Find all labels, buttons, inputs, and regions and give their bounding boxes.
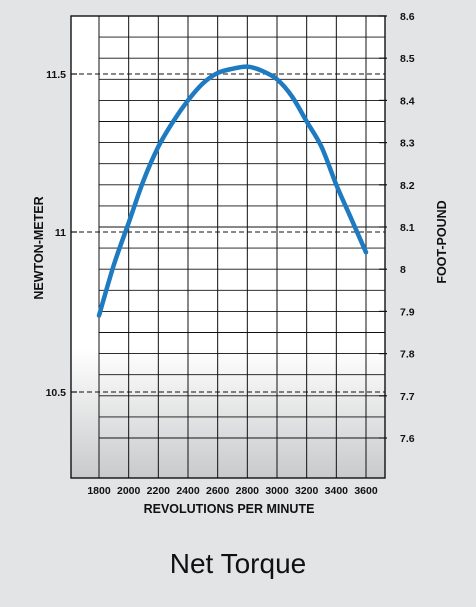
left-tick-label: 10.5 — [46, 387, 67, 399]
horizontal-gridlines — [99, 15, 387, 439]
right-tick-label: 7.6 — [400, 433, 415, 445]
right-tick-label: 8.4 — [400, 95, 415, 107]
x-tick-label: 2600 — [206, 485, 230, 497]
x-tick-label: 2400 — [176, 485, 200, 497]
plot-area — [70, 15, 386, 479]
left-tick-label: 11 — [55, 227, 66, 239]
x-tick-label: 2800 — [236, 485, 260, 497]
x-tick-label: 2000 — [117, 485, 141, 497]
x-tick-label: 2200 — [147, 485, 171, 497]
right-tick-label: 8 — [400, 264, 406, 276]
right-tick-label: 8.2 — [400, 180, 415, 192]
x-tick-label: 3400 — [325, 485, 349, 497]
x-tick-label: 3200 — [295, 485, 319, 497]
chart-caption: Net Torque — [169, 548, 307, 579]
torque-series-line — [96, 64, 369, 318]
right-axis-title: FOOT-POUND — [435, 200, 449, 283]
x-axis-title: REVOLUTIONS PER MINUTE — [144, 502, 315, 516]
left-tick-labels: 10.5 11 11.5 — [46, 69, 67, 399]
right-tick-label: 8.5 — [400, 53, 415, 65]
left-axis-title: NEWTON-METER — [32, 196, 46, 299]
right-tick-label: 7.8 — [400, 349, 415, 361]
right-tick-label: 7.7 — [400, 391, 415, 403]
x-tick-labels: 1800 2000 2200 2400 2600 2800 3000 3200 3400 3600 — [87, 485, 378, 497]
right-tick-label: 7.9 — [400, 306, 415, 318]
x-tick-label: 3600 — [354, 485, 378, 497]
right-tick-labels: 7.6 7.7 7.8 7.9 8 8.1 8.2 8.3 8.4 8.5 8.6 — [400, 11, 415, 445]
left-tick-label: 11.5 — [46, 69, 66, 81]
right-tick-label: 8.1 — [400, 222, 415, 234]
right-tick-label: 8.3 — [400, 138, 415, 150]
x-tick-label: 1800 — [87, 485, 111, 497]
right-tick-label: 8.6 — [400, 11, 415, 23]
x-tick-label: 3000 — [265, 485, 289, 497]
torque-chart: 1800 2000 2200 2400 2600 2800 3000 3200 3400 3600… — [32, 11, 449, 516]
